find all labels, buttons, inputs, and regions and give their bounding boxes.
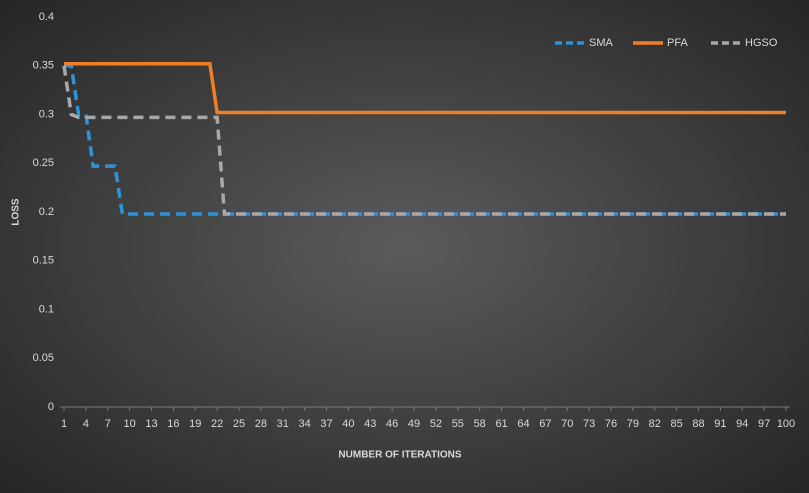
- x-tick-label: 37: [320, 418, 332, 430]
- x-tick-label: 16: [167, 418, 179, 430]
- x-tick-label: 28: [255, 418, 267, 430]
- x-tick-label: 43: [364, 418, 376, 430]
- x-tick-label: 19: [189, 418, 201, 430]
- x-tick-label: 91: [714, 418, 726, 430]
- y-tick-label: 0.15: [33, 255, 54, 267]
- x-axis-title: NUMBER OF ITERATIONS: [338, 450, 461, 461]
- x-tick-label: 64: [517, 418, 529, 430]
- x-tick-label: 97: [758, 418, 770, 430]
- legend-label: PFA: [667, 37, 688, 49]
- x-tick-label: 34: [299, 418, 311, 430]
- y-tick-label: 0.25: [33, 157, 54, 169]
- x-tick-label: 25: [233, 418, 245, 430]
- x-tick-label: 100: [777, 418, 795, 430]
- x-tick-label: 10: [124, 418, 136, 430]
- x-tick-label: 49: [408, 418, 420, 430]
- x-tick-label: 94: [736, 418, 748, 430]
- y-tick-label: 0: [48, 401, 54, 413]
- y-tick-label: 0.1: [39, 303, 54, 315]
- x-tick-label: 13: [145, 418, 157, 430]
- series-line: [64, 64, 786, 216]
- legend-label: HGSO: [745, 37, 778, 49]
- x-tick-label: 40: [342, 418, 354, 430]
- x-tick-label: 4: [83, 418, 89, 430]
- y-tick-label: 0.3: [39, 108, 54, 120]
- x-tick-label: 70: [561, 418, 573, 430]
- x-tick-label: 52: [430, 418, 442, 430]
- x-tick-label: 22: [211, 418, 223, 430]
- x-tick-label: 61: [495, 418, 507, 430]
- y-tick-label: 0.05: [33, 352, 54, 364]
- x-tick-label: 46: [386, 418, 398, 430]
- series-line: [62, 65, 786, 216]
- x-tick-label: 7: [105, 418, 111, 430]
- series-line: [64, 62, 786, 115]
- x-tick-label: 88: [692, 418, 704, 430]
- x-tick-label: 82: [649, 418, 661, 430]
- x-tick-label: 85: [670, 418, 682, 430]
- x-tick-label: 76: [605, 418, 617, 430]
- y-tick-label: 0.35: [33, 60, 54, 72]
- x-tick-label: 1: [61, 418, 67, 430]
- y-axis-title: LOSS: [11, 198, 22, 226]
- y-tick-label: 0.2: [39, 206, 54, 218]
- y-tick-label: 0.4: [39, 11, 54, 23]
- x-tick-label: 31: [277, 418, 289, 430]
- x-tick-label: 73: [583, 418, 595, 430]
- legend-label: SMA: [589, 37, 614, 49]
- x-tick-label: 67: [539, 418, 551, 430]
- x-tick-label: 58: [474, 418, 486, 430]
- x-tick-label: 55: [452, 418, 464, 430]
- x-tick-label: 79: [627, 418, 639, 430]
